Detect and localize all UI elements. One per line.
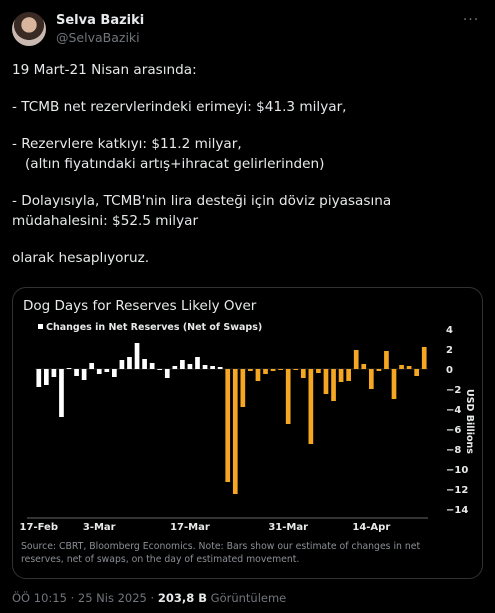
chart-bar	[240, 369, 246, 407]
chart-bar	[316, 369, 321, 373]
y-tick-label: 2	[446, 345, 453, 356]
chart-bar	[96, 369, 102, 374]
chart-bar	[376, 369, 382, 371]
x-tick-label: 3-Mar	[83, 522, 116, 533]
chart-bar	[270, 369, 276, 371]
tweet-line: - Dolayısıyla, TCMB'nin lira desteği içi…	[12, 193, 396, 229]
chart-bar	[248, 369, 253, 371]
chart-bar	[210, 366, 215, 369]
separator: ·	[70, 591, 75, 605]
chart-title: Dog Days for Reserves Likely Over	[23, 298, 257, 314]
y-tick-label: −14	[446, 505, 468, 516]
chart-bar	[43, 369, 49, 385]
chart-bar	[421, 347, 427, 369]
view-count: 203,8 B	[157, 591, 207, 605]
chart-bar	[142, 359, 147, 369]
tweet-footer: ÖÖ 10:15 · 25 Nis 2025 · 203,8 B Görüntü…	[12, 591, 286, 605]
tweet-line: - Rezervlere katkıyı: $11.2 milyar,	[12, 136, 242, 152]
post-time[interactable]: ÖÖ 10:15	[12, 591, 67, 605]
chart-bar	[195, 357, 200, 369]
chart-bar	[338, 369, 344, 382]
chart-bar	[36, 369, 42, 387]
x-tick-label: 17-Mar	[170, 522, 210, 533]
legend-label: Changes in Net Reserves (Net of Swaps)	[46, 322, 262, 333]
chart-bar	[180, 360, 185, 369]
chart-bar	[278, 369, 283, 370]
chart-bar	[74, 369, 79, 376]
chart-bar	[300, 369, 306, 378]
tweet-line: - TCMB net rezervlerindeki erimeyi: $41.…	[12, 99, 347, 115]
chart-bar	[202, 365, 208, 369]
chart-bar	[232, 369, 238, 494]
chart-bar	[255, 369, 261, 381]
chart-bar	[384, 351, 389, 369]
y-tick-label: 0	[446, 365, 453, 376]
chart-bar	[157, 369, 163, 370]
y-tick-label: 4	[446, 325, 453, 336]
chart-bar	[164, 369, 170, 378]
chart-bar	[104, 369, 110, 372]
separator: ·	[150, 591, 155, 605]
tweet-line: olarak hesaplıyoruz.	[12, 250, 150, 266]
source-note-line: Source: CBRT, Bloomberg Economics. Note:…	[21, 541, 421, 552]
tweet-header: Selva Baziki @SelvaBaziki ···	[12, 12, 483, 48]
chart-bar	[353, 350, 359, 369]
chart-bar	[346, 369, 351, 381]
chart-bar	[406, 366, 412, 369]
chart-bar	[293, 369, 299, 370]
x-tick-label: 14-Apr	[352, 522, 390, 533]
y-tick-label: −10	[446, 465, 468, 476]
chart-bar	[217, 367, 223, 369]
tweet-line: 19 Mart-21 Nisan arasında:	[12, 62, 197, 78]
chart-bar	[134, 343, 140, 369]
chart-bar	[187, 364, 193, 369]
chart-bar	[399, 365, 404, 369]
tweet-media-chart[interactable]: Dog Days for Reserves Likely Over Changes…	[12, 287, 483, 579]
tweet-text: 19 Mart-21 Nisan arasında: - TCMB net re…	[12, 60, 483, 268]
chart-bar	[89, 363, 95, 369]
x-tick-label: 17-Feb	[20, 522, 58, 533]
chart-bar	[361, 364, 367, 369]
chart-bar	[285, 369, 291, 424]
chart-bar	[119, 360, 125, 369]
x-tick-label: 31-Mar	[268, 522, 308, 533]
chart-bar	[391, 369, 397, 399]
y-tick-label: −4	[446, 405, 461, 416]
chart-bar	[308, 369, 314, 444]
chart-bar	[149, 363, 155, 369]
avatar[interactable]	[12, 12, 46, 46]
y-tick-label: −12	[446, 485, 468, 496]
chart-bar	[225, 369, 231, 482]
legend-swatch	[38, 324, 43, 329]
chart-bar	[81, 369, 87, 380]
chart-bar	[414, 369, 420, 376]
author-name[interactable]: Selva Baziki	[56, 13, 145, 28]
chart-bar	[368, 369, 374, 389]
source-note-line: reserves, net of swaps, on the day of es…	[21, 554, 299, 565]
more-dots-icon[interactable]: ···	[462, 12, 480, 28]
author-handle[interactable]: @SelvaBaziki	[56, 30, 140, 45]
chart-bar	[323, 369, 329, 394]
y-axis-label: USD Billions	[464, 389, 475, 454]
post-date[interactable]: 25 Nis 2025	[77, 591, 147, 605]
chart-bar	[59, 369, 64, 417]
view-label: Görüntüleme	[210, 591, 287, 605]
chart-bar	[331, 369, 336, 401]
y-tick-label: −6	[446, 425, 461, 436]
chart-bar	[112, 369, 117, 377]
chart-bar	[51, 369, 57, 377]
y-tick-label: −8	[446, 445, 461, 456]
chart-bar	[172, 366, 178, 369]
chart-bar	[127, 357, 132, 369]
y-tick-label: −2	[446, 385, 461, 396]
tweet-line: (altın fiyatındaki artış+ihracat gelirle…	[12, 156, 325, 172]
chart-bar	[66, 368, 72, 369]
chart-bar	[263, 369, 268, 374]
bar-chart: Dog Days for Reserves Likely Over Changes…	[20, 298, 475, 565]
